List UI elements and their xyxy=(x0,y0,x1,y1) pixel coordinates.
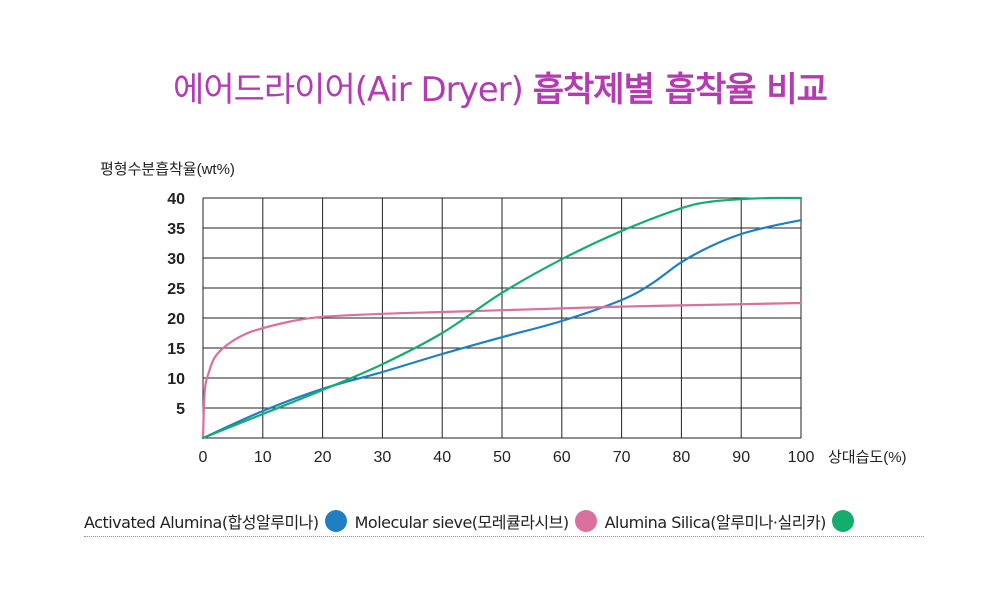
legend-label-alumina-silica: Alumina Silica(알루미나·실리카) xyxy=(604,513,827,532)
chart-series xyxy=(201,196,803,440)
series-line-0 xyxy=(201,219,803,440)
y-tick-label: 5 xyxy=(176,401,185,418)
series-line-1 xyxy=(201,301,803,440)
x-axis-label: 상대습도(%) xyxy=(828,449,907,466)
legend-swatch-green xyxy=(831,510,854,532)
chart-area: 0 10 20 30 40 50 60 70 80 90 100 5 10 15 20 25 30 35 40 상대습… xyxy=(100,161,907,466)
y-tick-label: 30 xyxy=(167,251,185,268)
x-tick-label: 10 xyxy=(254,449,272,466)
legend-item-alumina-silica: Alumina Silica(알루미나·실리카) xyxy=(605,509,854,533)
y-axis-label: 평형수분흡착율(wt%) xyxy=(100,161,235,178)
x-tick-label: 90 xyxy=(732,449,750,466)
chart-axis-labels: 0 10 20 30 40 50 60 70 80 90 100 5 10 15 20 25 30 35 40 상대습… xyxy=(100,161,907,466)
legend-label-activated-alumina: Activated Alumina(합성알루미나) xyxy=(84,513,319,532)
legend-label-molecular-sieve: Molecular sieve(모레큘라시브) xyxy=(354,513,569,532)
y-tick-label: 35 xyxy=(167,221,185,238)
y-tick-label: 40 xyxy=(167,191,185,208)
x-tick-label: 30 xyxy=(374,449,392,466)
x-tick-label: 40 xyxy=(433,449,451,466)
legend-swatch-blue xyxy=(324,510,347,532)
x-tick-label: 0 xyxy=(199,449,208,466)
legend-item-activated-alumina: Activated Alumina(합성알루미나) xyxy=(84,509,347,533)
chart-title-bold: 흡착제별 흡착율 비교 xyxy=(532,70,828,110)
x-tick-label: 50 xyxy=(493,449,511,466)
chart-title: 에어드라이어(Air Dryer) 흡착제별 흡착율 비교 xyxy=(0,62,1000,111)
legend-swatch-pink xyxy=(574,510,597,532)
y-tick-label: 15 xyxy=(167,341,185,358)
y-tick-label: 10 xyxy=(167,371,185,388)
x-tick-label: 70 xyxy=(613,449,631,466)
series-line-2 xyxy=(201,196,803,440)
legend-item-molecular-sieve: Molecular sieve(모레큘라시브) xyxy=(355,509,597,533)
x-tick-label: 20 xyxy=(314,449,332,466)
x-tick-label: 100 xyxy=(788,449,815,466)
y-tick-label: 20 xyxy=(167,311,185,328)
x-tick-label: 60 xyxy=(553,449,571,466)
y-tick-label: 25 xyxy=(167,281,185,298)
legend: Activated Alumina(합성알루미나) Molecular siev… xyxy=(84,506,924,537)
chart-title-light: 에어드라이어(Air Dryer) xyxy=(173,70,533,110)
chart-grid xyxy=(202,197,802,439)
x-tick-label: 80 xyxy=(673,449,691,466)
